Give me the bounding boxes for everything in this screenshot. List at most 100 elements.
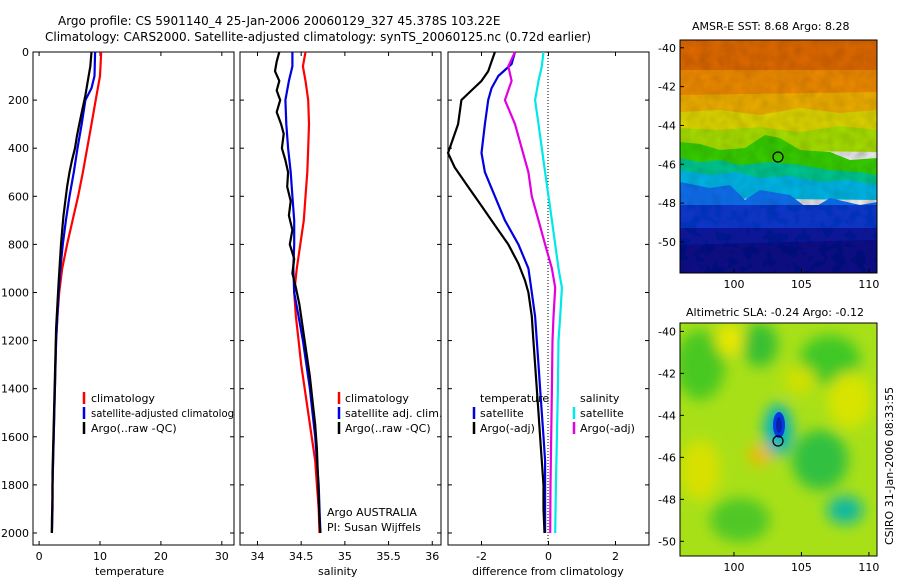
salinity-profile-line-climatology	[293, 51, 321, 534]
salinity-series	[273, 51, 322, 534]
difference-xlabel: difference from climatology	[472, 565, 624, 578]
sst-map-xtick-label-2: 110	[858, 278, 879, 291]
sst-map-ytick-label-3: -46	[658, 158, 676, 171]
difference-profile-line-sal-satellite	[533, 51, 564, 534]
sla-map-xtick-label-2: 110	[858, 561, 879, 574]
sla-map-panel: Altimetric SLA: -0.24 Argo: -0.12	[658, 306, 879, 574]
temperature-profile-ytick-label-3: 600	[8, 190, 29, 203]
temperature-panel: 0 10 20 30 0 200 400 600 800 1000 1200 1400 1600 1800…	[1, 46, 235, 578]
temperature-legend-satellite: satellite-adjusted climatolog	[91, 407, 234, 420]
sla-yellow-patch-c	[680, 440, 720, 500]
difference-profile-line-temp-argo	[446, 51, 546, 534]
difference-profile-line-sal-argo	[503, 51, 557, 534]
salinity-panel: 34 34.5 35 35.5 36 salinity climatology sate…	[239, 51, 442, 578]
sst-argo-marker	[772, 151, 784, 163]
sla-green-patch-d	[792, 430, 848, 490]
temperature-profile-xtick-label-0: 0	[36, 550, 43, 563]
salinity-annotation-program: Argo AUSTRALIA	[327, 506, 417, 519]
sla-color-field	[680, 323, 872, 542]
sla-map-ytick-label-2: -44	[658, 409, 676, 422]
difference-profile-xtick-label-0: -2	[476, 550, 487, 563]
sla-green-patch-b	[742, 323, 778, 367]
temperature-profile-ytick-label-1: 200	[8, 94, 29, 107]
sst-map-ytick-label-1: -42	[658, 81, 676, 94]
sla-map-ytick-label-4: -48	[658, 493, 676, 506]
salinity-profile-xtick-label-2: 35	[338, 550, 352, 563]
temperature-profile-ytick-label-6: 1200	[1, 335, 29, 348]
sla-green-patch-a	[680, 330, 725, 400]
salinity-profile-xtick-label-0: 34	[250, 550, 264, 563]
difference-profile-line-temp-satellite	[480, 51, 547, 533]
temperature-axes-frame	[32, 51, 235, 546]
salinity-profile-xtick-label-1: 34.5	[289, 550, 314, 563]
sla-map-ytick-label-0: -40	[658, 325, 676, 338]
temperature-profile-ytick-label-2: 400	[8, 142, 29, 155]
difference-panel: -2 0 2 difference from climatology tempera…	[446, 51, 650, 578]
temperature-profile-xtick-label-1: 10	[93, 550, 107, 563]
sla-yellow-patch-a	[716, 324, 744, 356]
temperature-profile-ytick-label-9: 1800	[1, 479, 29, 492]
sla-argo-marker	[772, 435, 784, 447]
temperature-series	[50, 51, 103, 534]
figure-title-line-1: Argo profile: CS 5901140_4 25-Jan-2006 2…	[58, 14, 500, 28]
salinity-xlabel: salinity	[318, 565, 358, 578]
difference-profile-xtick-label-2: 2	[612, 550, 619, 563]
salinity-legend-climatology: climatology	[345, 392, 409, 405]
salinity-legend: climatology satellite adj. clim. Argo(..…	[337, 392, 442, 435]
salinity-ticks: 34 34.5 35 35.5 36	[240, 51, 441, 563]
sla-map-ytick-label-1: -42	[658, 367, 676, 380]
difference-series	[446, 51, 564, 534]
sst-band-deep-blue-lower	[680, 240, 877, 273]
sla-map-ytick-label-5: -50	[658, 535, 676, 548]
sla-map-frame	[679, 322, 878, 557]
sst-map-title: AMSR-E SST: 8.68 Argo: 8.28	[692, 20, 850, 33]
difference-profile-xtick-label-1: 0	[545, 550, 552, 563]
salinity-annotation-pi: PI: Susan Wijffels	[327, 521, 421, 534]
temperature-profile-xtick-label-2: 20	[154, 550, 168, 563]
sst-field	[680, 40, 877, 273]
sst-color-field	[680, 40, 877, 273]
sst-map-ytick-label-4: -48	[658, 197, 676, 210]
sla-field	[680, 323, 877, 556]
difference-legend-temp-argo: Argo(-adj)	[480, 422, 535, 435]
temperature-ticks: 0 10 20 30 0 200 400 600 800 1000 1200 1400 1600 1800…	[1, 46, 234, 563]
sla-green-patch-c	[800, 335, 860, 385]
sst-map-panel: AMSR-E SST: 8.68 Argo: 8.28 100 105 110 -40…	[658, 20, 879, 291]
sla-map-xtick-label-0: 100	[723, 561, 744, 574]
salinity-axes-frame	[239, 51, 442, 546]
sla-blue-eddy-core	[776, 417, 782, 433]
difference-legend-salinity: salinity satellite Argo(-adj)	[572, 392, 635, 435]
temperature-profile-ytick-label-0: 0	[22, 46, 29, 59]
timestamp-stamp: CSIRO 31-Jan-2006 08:33:55	[883, 387, 896, 545]
salinity-profile-xtick-label-3: 35.5	[376, 550, 401, 563]
sla-map-xtick-label-1: 105	[791, 561, 812, 574]
sst-map-xtick-label-0: 100	[723, 278, 744, 291]
sla-yellow-patch-b	[828, 372, 872, 428]
temperature-legend-argo: Argo(..raw -QC)	[91, 422, 177, 435]
temperature-profile-ytick-label-8: 1600	[1, 431, 29, 444]
salinity-profile-line-argo	[273, 51, 322, 534]
temperature-profile-ytick-label-5: 1000	[1, 286, 29, 299]
sst-ticks: 100 105 110 -40 -42 -44 -46 -48 -50	[658, 42, 879, 291]
temperature-profile-ytick-label-10: 2000	[1, 527, 29, 540]
sst-map-ytick-label-0: -40	[658, 42, 676, 55]
salinity-legend-satellite: satellite adj. clim.	[345, 407, 442, 420]
sla-orange-patch	[748, 445, 772, 465]
sla-map-title: Altimetric SLA: -0.24 Argo: -0.12	[686, 306, 864, 319]
temperature-xlabel: temperature	[95, 565, 164, 578]
temperature-profile-xtick-label-3: 30	[215, 550, 229, 563]
temperature-profile-ytick-label-7: 1400	[1, 383, 29, 396]
temperature-profile-ytick-label-4: 800	[8, 238, 29, 251]
sst-map-ytick-label-5: -50	[658, 236, 676, 249]
salinity-profile-xtick-label-4: 36	[425, 550, 439, 563]
sla-cyan-patch-b	[827, 496, 863, 524]
sla-yellow-patch-d	[784, 366, 816, 394]
sla-ticks: 100 105 110 -40 -42 -44 -46 -48 -50	[658, 325, 879, 574]
difference-legend-sal-satellite: satellite	[580, 407, 624, 420]
sst-map-ytick-label-2: -44	[658, 119, 676, 132]
sst-map-frame	[679, 39, 878, 274]
salinity-legend-argo: Argo(..raw -QC)	[345, 422, 431, 435]
sla-green-patch-e	[710, 498, 770, 542]
difference-ticks: -2 0 2	[448, 51, 649, 563]
